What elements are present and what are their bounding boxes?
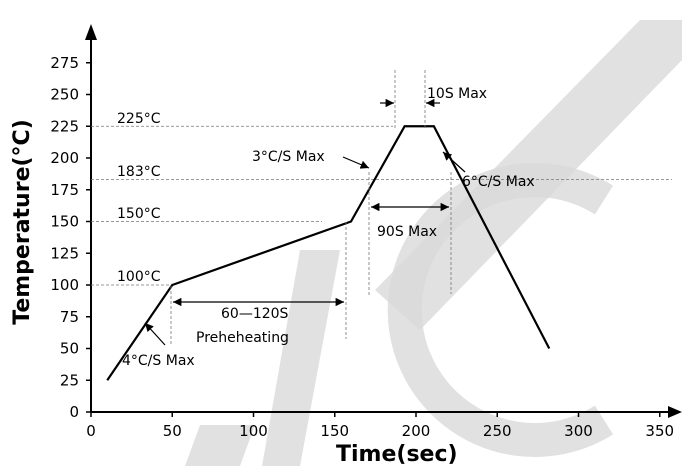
x-tick-label-350: 350 [645,422,674,440]
annotation-above-183-time: 90S Max [377,224,437,240]
axis-ticks: 0 50 100 150 200 250 300 350 0 25 50 75 100 125 150 175… [50,54,674,440]
dimension-markers [144,70,466,346]
y-axis-arrowhead [85,24,97,40]
ref-label-150: 150°C [117,206,161,222]
y-axis-title: Temperature(°C) [10,119,35,325]
watermark-foot [185,425,255,466]
watermark-arc [387,163,614,457]
y-tick-label-100: 100 [50,276,79,294]
y-tick-label-250: 250 [50,86,79,104]
annotation-peak-time: 10S Max [427,86,487,102]
ref-label-183: 183°C [117,164,161,180]
y-tick-label-150: 150 [50,213,79,231]
reference-lines [91,125,672,286]
y-tick-label-0: 0 [69,403,79,421]
annotation-cooling-rate: 6°C/S Max [462,174,535,190]
x-tick-label-100: 100 [239,422,268,440]
ref-label-225: 225°C [117,111,161,127]
x-tick-label-150: 150 [320,422,349,440]
temperature-profile [106,125,551,381]
annotation-ramp-up-rate: 4°C/S Max [122,353,195,369]
x-axis-title: Time(sec) [336,442,458,466]
cooling-pointer [442,151,466,173]
ref-label-100: 100°C [117,269,161,285]
series-line-0 [106,125,551,381]
y-tick-label-25: 25 [60,371,79,389]
ramp-to-peak-pointer [342,156,370,169]
y-tick-label-75: 75 [60,308,79,326]
y-tick-label-175: 175 [50,181,79,199]
y-tick-label-275: 275 [50,54,79,72]
x-tick-label-50: 50 [163,422,182,440]
x-axis-arrowhead [668,406,682,418]
y-tick-label-225: 225 [50,117,79,135]
x-tick-label-0: 0 [86,422,96,440]
x-tick-label-200: 200 [402,422,431,440]
y-tick-label-125: 125 [50,244,79,262]
y-tick-label-50: 50 [60,340,79,358]
annotation-preheat-label: Preheheating [196,330,289,346]
annotation-ramp-to-peak-rate: 3°C/S Max [252,149,325,165]
annotation-preheat-time: 60—120S [221,306,289,322]
y-tick-label-200: 200 [50,149,79,167]
x-tick-label-250: 250 [483,422,512,440]
ramp-up-pointer [144,322,166,346]
x-tick-label-300: 300 [564,422,593,440]
